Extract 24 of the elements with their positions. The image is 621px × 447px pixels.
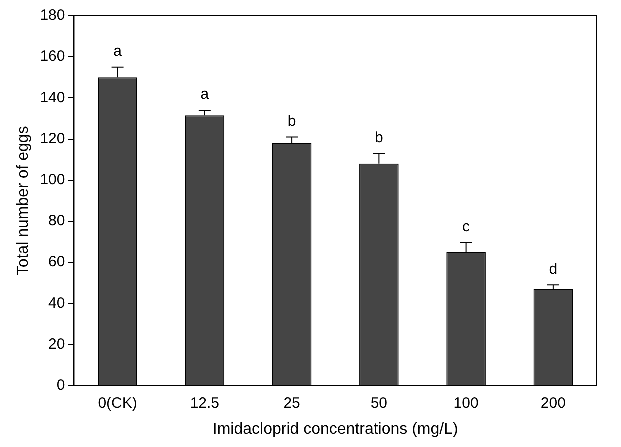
y-tick-label: 180 xyxy=(40,7,66,24)
y-tick-label: 20 xyxy=(48,336,66,353)
y-tick-label: 160 xyxy=(40,48,66,66)
annotation: a xyxy=(200,86,210,104)
x-tick-label: 12.5 xyxy=(190,394,220,412)
y-axis-title: Total number of eggs xyxy=(15,126,32,276)
x-tick-label: 0(CK) xyxy=(98,394,138,412)
y-tick-label: 140 xyxy=(40,89,66,106)
x-tick-label: 50 xyxy=(370,394,388,412)
y-tick-label: 100 xyxy=(40,171,66,188)
y-tick-label: 60 xyxy=(48,254,66,271)
annotation: d xyxy=(549,260,558,278)
x-tick-label: 200 xyxy=(540,394,566,412)
annotation: b xyxy=(375,129,384,146)
x-tick-label: 100 xyxy=(454,394,479,412)
annotation: a xyxy=(114,43,123,60)
y-tick-label: 0 xyxy=(56,376,66,394)
annotation: b xyxy=(288,112,296,130)
y-tick-label: 40 xyxy=(48,294,66,312)
x-tick-label: 25 xyxy=(284,394,300,412)
y-tick-label: 120 xyxy=(40,130,66,148)
annotation: c xyxy=(462,218,471,236)
x-axis-title: Imidacloprid concentrations (mg/L) xyxy=(212,420,458,438)
y-tick-label: 80 xyxy=(48,212,66,230)
